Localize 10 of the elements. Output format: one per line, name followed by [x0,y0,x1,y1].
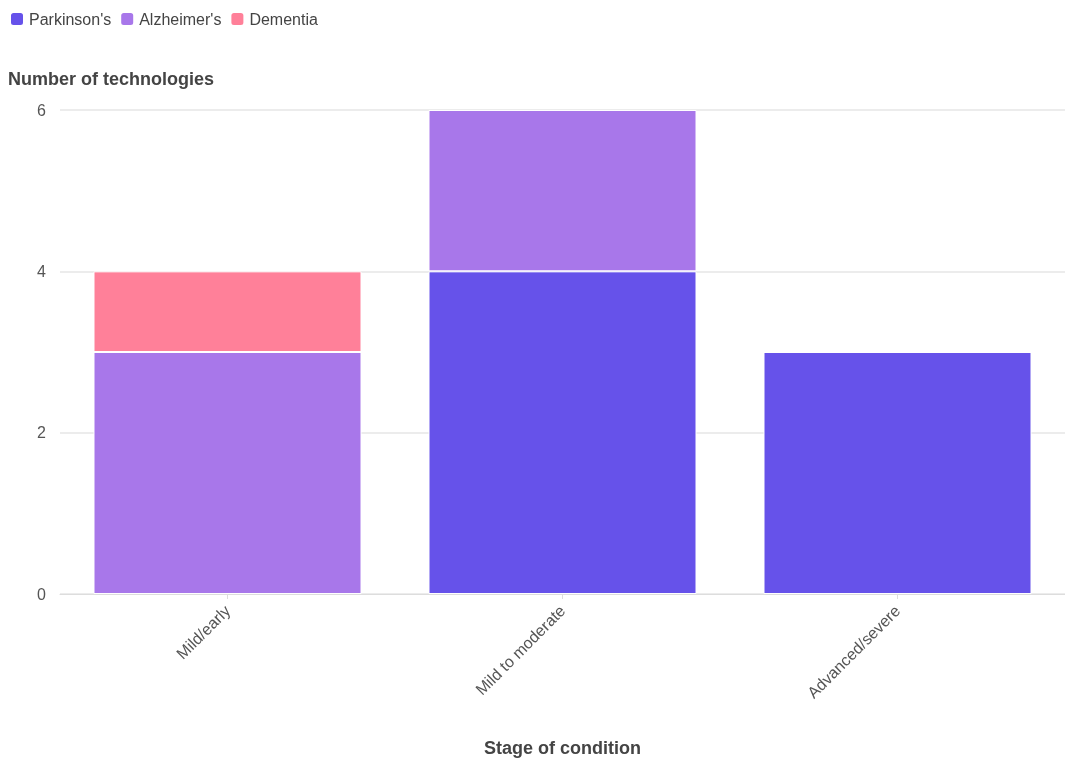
y-tick-label: 2 [37,424,47,442]
bar [763,352,1032,594]
y-tick-label: 0 [37,585,47,603]
y-axis-title: Number of technologies [8,69,215,89]
x-axis-title: Stage of condition [484,738,641,758]
legend-label: Alzheimer's [139,10,222,28]
legend-label: Dementia [249,10,318,28]
legend-label: Parkinson's [29,10,112,28]
y-tick-label: 6 [37,101,47,119]
y-tick-label: 4 [37,262,47,280]
